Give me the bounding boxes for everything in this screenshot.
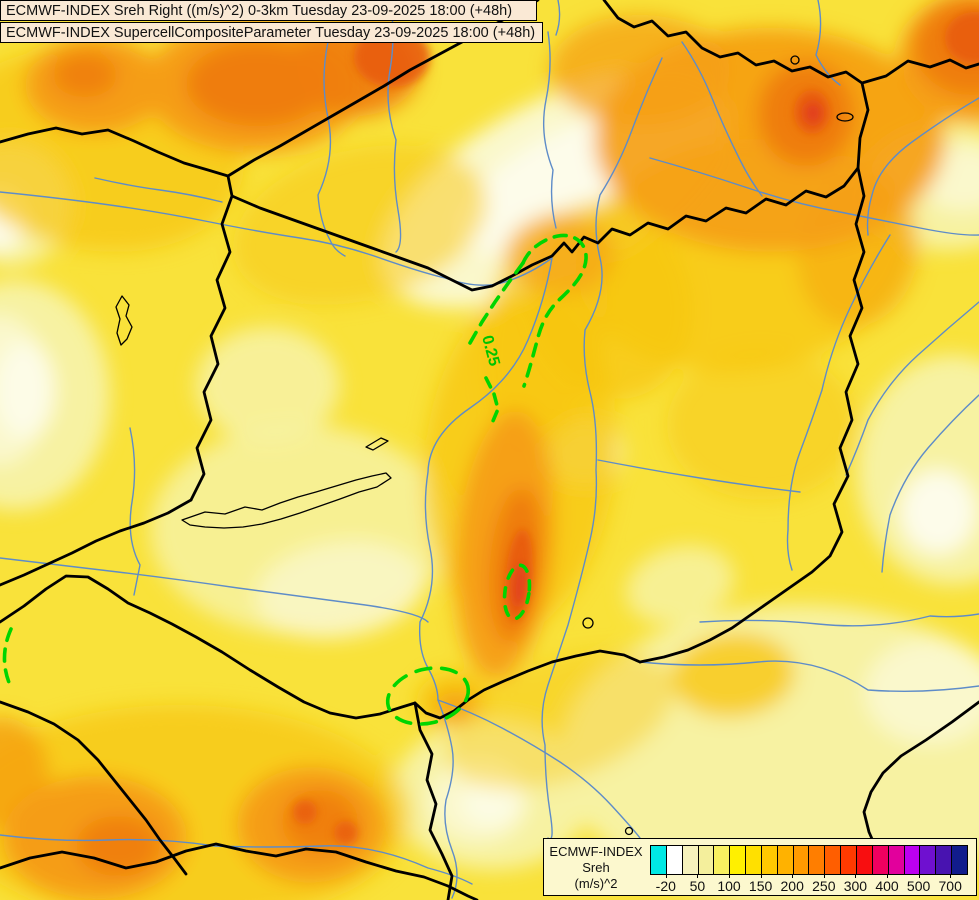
colorbar-cell — [761, 846, 778, 874]
legend-tick-mark — [950, 874, 952, 878]
legend-tick-label: -20 — [655, 878, 676, 894]
colorbar-cell — [651, 846, 667, 874]
legend-tick-mark — [918, 874, 920, 878]
map-title-line2-text: ECMWF-INDEX SupercellCompositeParameter … — [6, 25, 536, 41]
colorbar-cell — [746, 846, 762, 874]
colorbar-cell — [888, 846, 905, 874]
colorbar-cell — [825, 846, 842, 874]
legend-title-unit: (m/s)^2 — [574, 876, 618, 891]
legend-tick-label: 100 — [717, 878, 741, 894]
scp-contours — [2, 233, 588, 726]
colorbar-cell — [872, 846, 889, 874]
map-title-line1: ECMWF-INDEX Sreh Right ((m/s)^2) 0-3km T… — [0, 0, 537, 21]
colorbar-cell — [793, 846, 810, 874]
legend-tick-label: 400 — [875, 878, 899, 894]
legend-tick-mark — [855, 874, 857, 878]
colorbar-cell — [856, 846, 873, 874]
lake-neusiedl — [115, 295, 133, 346]
legend-tick-label: 700 — [938, 878, 962, 894]
legend-tick-label: 250 — [812, 878, 836, 894]
colorbar-cell — [682, 846, 699, 874]
legend-tick-label: 200 — [780, 878, 804, 894]
legend-tick-label: 300 — [843, 878, 868, 894]
legend-ticks: -20 50 100 150 200 250 300 400 500 700 — [650, 874, 966, 894]
colorbar-cell — [904, 846, 921, 874]
legend-tick-mark — [729, 874, 730, 878]
lake-balaton — [181, 472, 392, 529]
legend-tick-mark — [823, 874, 825, 878]
legend-tick-mark — [887, 874, 888, 878]
lakes — [115, 55, 854, 836]
legend-titles: ECMWF-INDEX Sreh (m/s)^2 — [544, 839, 648, 895]
legend-box: ECMWF-INDEX Sreh (m/s)^2 -20 50 100 150 200 2… — [543, 838, 977, 896]
legend-colorbar — [650, 845, 968, 875]
legend-tick-label: 150 — [748, 878, 773, 894]
legend-tick-mark — [760, 874, 762, 878]
colorbar-cell — [698, 846, 715, 874]
map-title-line1-text: ECMWF-INDEX Sreh Right ((m/s)^2) 0-3km T… — [6, 3, 513, 19]
legend-tick-mark — [792, 874, 794, 878]
colorbar-cell — [730, 846, 747, 874]
map-title-line2: ECMWF-INDEX SupercellCompositeParameter … — [0, 22, 543, 43]
colorbar-cell — [666, 846, 683, 874]
legend-tick-label: 50 — [689, 878, 706, 894]
legend-tick-mark — [697, 874, 699, 878]
colorbar-cell — [952, 846, 967, 874]
colorbar-cell — [714, 846, 731, 874]
colorbar-cell — [777, 846, 794, 874]
colorbar-cell — [920, 846, 937, 874]
colorbar-cell — [809, 846, 826, 874]
legend-title-model: ECMWF-INDEX — [549, 844, 643, 859]
legend-tick-label: 500 — [906, 878, 931, 894]
legend-bar-area: -20 50 100 150 200 250 300 400 500 700 — [648, 839, 976, 895]
colorbar-cell — [936, 846, 953, 874]
legend-tick-mark — [665, 874, 667, 878]
colorbar-cell — [841, 846, 857, 874]
legend-title-param: Sreh — [582, 860, 610, 875]
